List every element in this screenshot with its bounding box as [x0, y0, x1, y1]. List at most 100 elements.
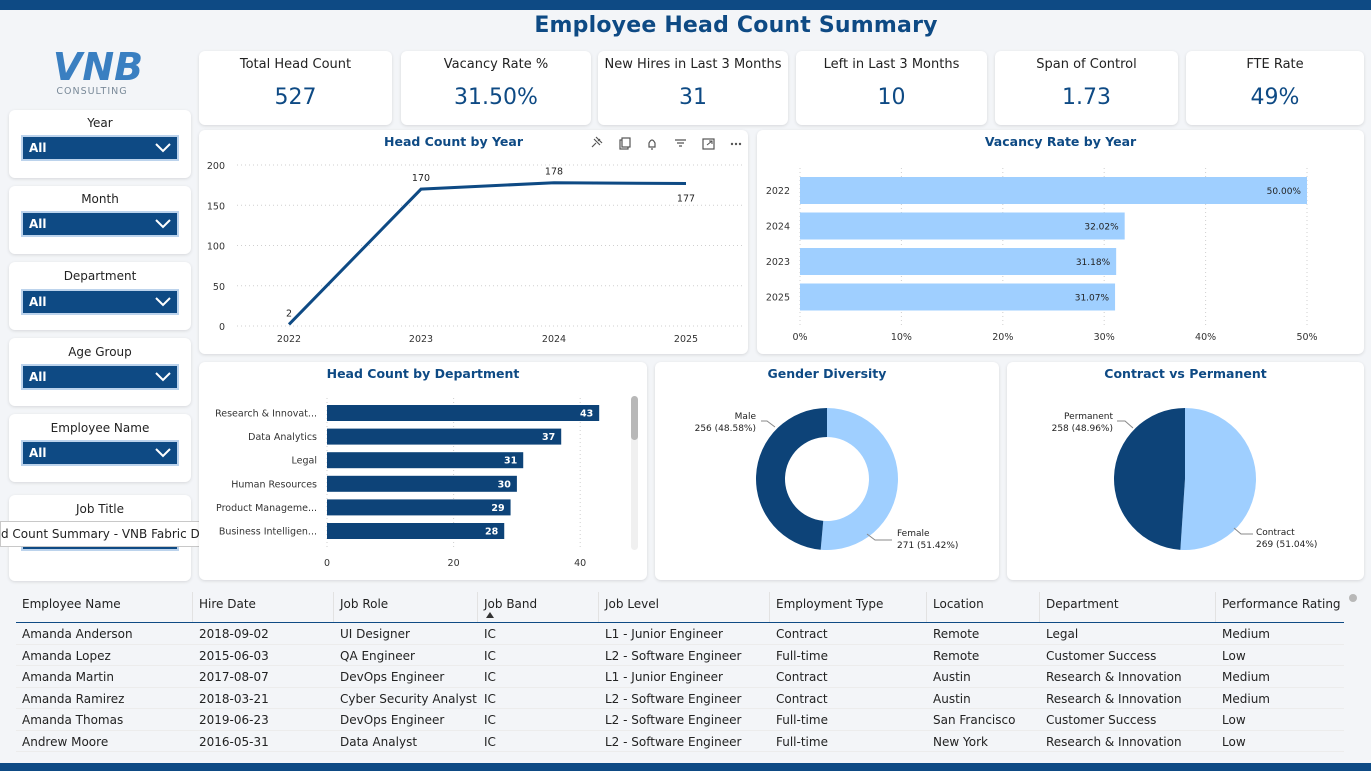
bar[interactable]: [800, 212, 1125, 240]
more-icon[interactable]: [730, 142, 742, 146]
table-cell: Customer Success: [1046, 713, 1157, 727]
table-cell: IC: [484, 713, 496, 727]
kpi-title: FTE Rate: [1246, 57, 1304, 72]
table-cell: IC: [484, 648, 496, 663]
slicer-employee-name-dropdown[interactable]: All: [21, 440, 179, 466]
visual-toolbar: [591, 136, 742, 150]
kpi-fte-rate: FTE Rate 49%: [1186, 51, 1364, 125]
chart-head-count-by-year: Head Count by Year 0 50 100 150 200 2022 2023 2…: [199, 130, 748, 354]
bell-icon[interactable]: [648, 139, 656, 150]
scrollbar-track[interactable]: [631, 396, 638, 550]
logo-sub-text: CONSULTING: [56, 86, 127, 97]
logo-brand-text: VNB: [53, 45, 143, 89]
table-cell: IC: [484, 734, 496, 749]
bar[interactable]: [800, 283, 1116, 311]
slicer-year-dropdown[interactable]: All: [21, 135, 179, 161]
table-cell: QA Engineer: [340, 648, 415, 663]
table-cell: 2015-06-03: [199, 648, 269, 663]
bar[interactable]: [327, 452, 524, 469]
bar[interactable]: [800, 248, 1117, 275]
slicer-year: Year All: [9, 110, 191, 178]
data-label: 43: [580, 409, 593, 420]
table-scroll-indicator[interactable]: [1349, 594, 1357, 602]
kpi-title: Total Head Count: [239, 57, 352, 72]
table-row[interactable]: Amanda Anderson 2018-09-02 UI Designer IC L1…: [16, 623, 1344, 645]
column-header[interactable]: Employee Name: [22, 597, 121, 611]
slicer-month-dropdown[interactable]: All: [21, 211, 179, 237]
leader-line: [1233, 527, 1253, 535]
column-header[interactable]: Employment Type: [776, 597, 884, 611]
table-cell: Medium: [1222, 670, 1270, 684]
slice-male[interactable]: [756, 408, 827, 550]
column-header[interactable]: Job Level: [605, 597, 659, 611]
vnb-logo: VNB CONSULTING: [40, 40, 160, 100]
focus-icon[interactable]: [702, 138, 715, 150]
bar[interactable]: [327, 499, 511, 516]
x-tick-label: 10%: [891, 332, 912, 343]
scrollbar-thumb[interactable]: [631, 396, 638, 440]
copy-icon[interactable]: [619, 137, 631, 150]
table-cell: Contract: [776, 670, 828, 684]
table-cell: Research & Innovation: [1046, 691, 1182, 706]
table-header: Employee Name Hire Date Job Role Job Ban…: [16, 590, 1344, 623]
slice-name-label: Female: [897, 529, 930, 539]
table-row[interactable]: Amanda Lopez 2015-06-03 QA Engineer IC L2 - …: [16, 645, 1344, 666]
chart-title: Gender Diversity: [767, 366, 887, 381]
y-tick-label: 2024: [766, 222, 790, 233]
bar[interactable]: [327, 475, 517, 492]
table-row[interactable]: Amanda Martin 2017-08-07 DevOps Engineer IC…: [16, 666, 1344, 688]
data-label: 2: [286, 308, 292, 319]
x-tick-label: 40%: [1195, 332, 1216, 343]
slice-permanent[interactable]: [1114, 408, 1185, 550]
table-row[interactable]: Amanda Ramirez 2018-03-21 Cyber Security A…: [16, 688, 1344, 709]
slice-value-label: 271 (51.42%): [897, 541, 958, 551]
slicer-age-group: Age Group All: [9, 338, 191, 406]
bottom-accent-bar: [0, 763, 1371, 771]
table-cell: Low: [1222, 734, 1246, 749]
table-cell: Cyber Security Analyst: [340, 691, 477, 706]
column-header[interactable]: Department: [1046, 597, 1119, 611]
bar[interactable]: [800, 177, 1307, 204]
kpi-value: 527: [274, 85, 317, 110]
table-row[interactable]: Amanda Thomas 2019-06-23 DevOps Engineer IC…: [16, 709, 1344, 731]
column-header[interactable]: Job Role: [340, 597, 389, 611]
slice-female[interactable]: [820, 408, 899, 550]
sort-ascending-icon: [486, 612, 494, 618]
column-header[interactable]: Job Band: [484, 597, 538, 611]
slice-contract[interactable]: [1180, 408, 1256, 550]
slicer-age-group-dropdown[interactable]: All: [21, 364, 179, 390]
page-title: Employee Head Count Summary: [534, 13, 938, 38]
page-tooltip: d Count Summary - VNB Fabric Dev: [0, 521, 200, 547]
x-tick-label: 20%: [992, 332, 1013, 343]
pin-icon[interactable]: [591, 136, 603, 148]
y-tick-label: Product Manageme...: [216, 503, 317, 514]
filter-icon[interactable]: [675, 139, 686, 147]
x-tick-label: 30%: [1094, 332, 1115, 343]
slicer-employee-name: Employee Name All: [9, 414, 191, 482]
bar[interactable]: [327, 523, 505, 539]
column-header[interactable]: Performance Rating: [1222, 597, 1341, 611]
slice-name-label: Male: [735, 412, 757, 422]
bar[interactable]: [327, 428, 562, 445]
slicer-department-dropdown[interactable]: All: [21, 289, 179, 315]
slicer-month-value: All: [29, 217, 47, 231]
table-cell: Full-time: [776, 648, 828, 663]
data-label: 178: [545, 167, 563, 178]
chevron-down-icon: [155, 219, 171, 229]
slicer-employee-name-label: Employee Name: [50, 421, 150, 435]
table-cell: Data Analyst: [340, 734, 418, 749]
kpi-value: 31: [679, 85, 707, 110]
table-row[interactable]: Andrew Moore 2016-05-31 Data Analyst IC L2 -…: [16, 731, 1344, 752]
column-header[interactable]: Hire Date: [199, 597, 256, 611]
pie-plot: Permanent 258 (48.96%) Contract 269 (51.04%…: [1052, 408, 1317, 550]
chart-title: Vacancy Rate by Year: [984, 134, 1137, 149]
slicer-department: Department All: [9, 262, 191, 330]
data-label: 29: [491, 503, 504, 514]
kpi-total-head-count: Total Head Count 527: [199, 51, 392, 125]
x-tick-label: 0%: [792, 332, 807, 343]
table-cell: Research & Innovation: [1046, 670, 1182, 684]
x-tick-label: 50%: [1296, 332, 1317, 343]
table-cell: L2 - Software Engineer: [605, 713, 742, 727]
column-header[interactable]: Location: [933, 597, 984, 611]
bar[interactable]: [327, 405, 600, 421]
